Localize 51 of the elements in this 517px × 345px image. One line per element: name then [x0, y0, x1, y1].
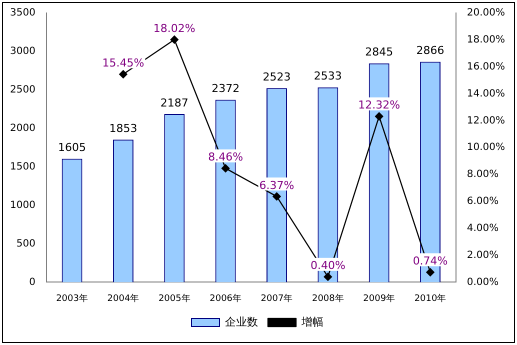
y2-tick-label: 8.00% — [466, 169, 499, 180]
y2-tick-label: 0.00% — [466, 276, 499, 288]
data-label: 8.46% — [208, 150, 244, 164]
point — [170, 36, 178, 44]
point — [272, 192, 281, 201]
y-tick-label: 3000 — [10, 46, 36, 58]
y2-tick-label: 10.00% — [466, 142, 506, 154]
y-tick-label: 0 — [29, 276, 36, 288]
y2-tick-label: 16.00% — [466, 61, 506, 72]
data-label: 2523 — [262, 70, 291, 84]
y2-tick-label: 20.00% — [466, 8, 506, 19]
data-label: 12.32% — [358, 98, 400, 112]
x-tick-label: 2010年 — [414, 292, 446, 304]
data-label: 2866 — [416, 44, 444, 58]
legend-label: 增幅 — [300, 315, 324, 328]
x-tick-label: 2005年 — [158, 292, 190, 304]
x-tick-label: 2008年 — [312, 292, 344, 304]
data-label: 15.45% — [102, 56, 144, 70]
data-label: 2372 — [212, 82, 240, 96]
y2-tick-label: 14.00% — [466, 88, 506, 100]
point — [221, 164, 230, 172]
point — [119, 70, 128, 78]
data-label: 2533 — [314, 70, 342, 83]
data-label: 2845 — [365, 46, 394, 59]
data-label: 1853 — [109, 122, 138, 136]
data-label: 0.74% — [412, 254, 448, 268]
x-tick-label: 2003年 — [56, 292, 88, 304]
y2-tick-label: 12.00% — [466, 115, 506, 126]
x-tick-label: 2006年 — [210, 292, 242, 304]
x-tick-label: 2009年 — [363, 292, 396, 304]
y-tick-label: 2000 — [10, 122, 36, 134]
y2-tick-label: 6.00% — [466, 196, 499, 208]
y-tick-label: 500 — [16, 238, 36, 250]
y-tick-label: 3500 — [10, 8, 36, 19]
data-label: 1605 — [58, 141, 86, 154]
y-tick-label: 1500 — [10, 161, 36, 172]
y-tick-label: 2500 — [10, 84, 36, 96]
data-label: 18.02% — [153, 22, 196, 36]
point — [324, 272, 332, 281]
x-tick-label: 2004年 — [107, 292, 140, 304]
point — [375, 112, 384, 120]
y2-tick-label: 18.00% — [466, 34, 506, 46]
legend-label: 企业数 — [225, 315, 258, 328]
x-tick-label: 2007年 — [260, 292, 293, 304]
y2-tick-label: 4.00% — [466, 222, 499, 234]
data-label: 6.37% — [259, 178, 294, 192]
y-tick-label: 1000 — [10, 200, 36, 211]
y2-tick-label: 2.00% — [466, 250, 499, 261]
data-label: 0.40% — [310, 259, 346, 272]
data-label: 2187 — [160, 96, 188, 110]
point — [426, 268, 434, 276]
